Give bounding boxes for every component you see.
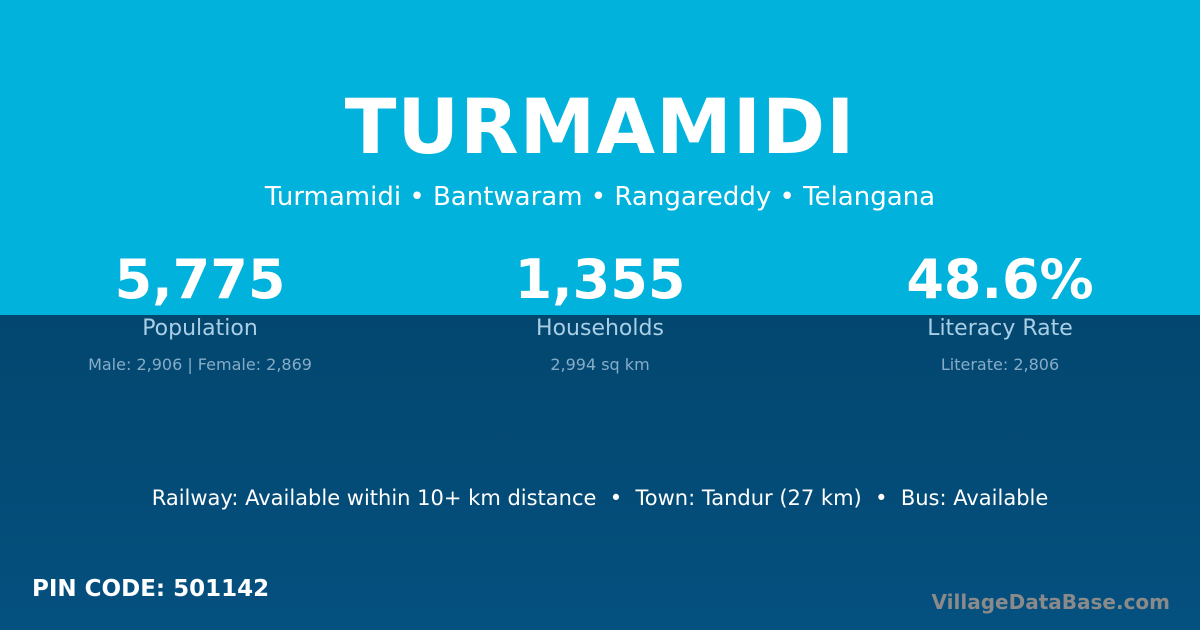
stat-detail: 2,994 sq km — [550, 355, 650, 374]
stat-label: Literacy Rate — [927, 316, 1073, 341]
connectivity-info: Railway: Available within 10+ km distanc… — [151, 486, 1049, 510]
stat-households: 1,355 Households 2,994 sq km — [400, 248, 800, 375]
stat-value: 1,355 — [514, 248, 686, 311]
stat-detail: Male: 2,906 | Female: 2,869 — [88, 355, 312, 374]
stat-label: Households — [536, 316, 664, 341]
footer-band — [0, 315, 1200, 630]
stat-value: 48.6% — [906, 248, 1094, 311]
stat-detail: Literate: 2,806 — [940, 355, 1060, 374]
village-title: TURMAMIDI — [344, 82, 856, 171]
stat-label: Population — [142, 316, 258, 341]
location-breadcrumb: Turmamidi • Bantwaram • Rangareddy • Tel… — [264, 182, 936, 212]
header-band — [0, 0, 1200, 315]
brand-watermark: VillageDataBase.com — [931, 590, 1170, 614]
stat-value: 5,775 — [114, 248, 286, 311]
stat-population: 5,775 Population Male: 2,906 | Female: 2… — [0, 248, 400, 375]
stat-literacy: 48.6% Literacy Rate Literate: 2,806 — [800, 248, 1200, 375]
pin-code: PIN CODE: 501142 — [32, 576, 270, 602]
